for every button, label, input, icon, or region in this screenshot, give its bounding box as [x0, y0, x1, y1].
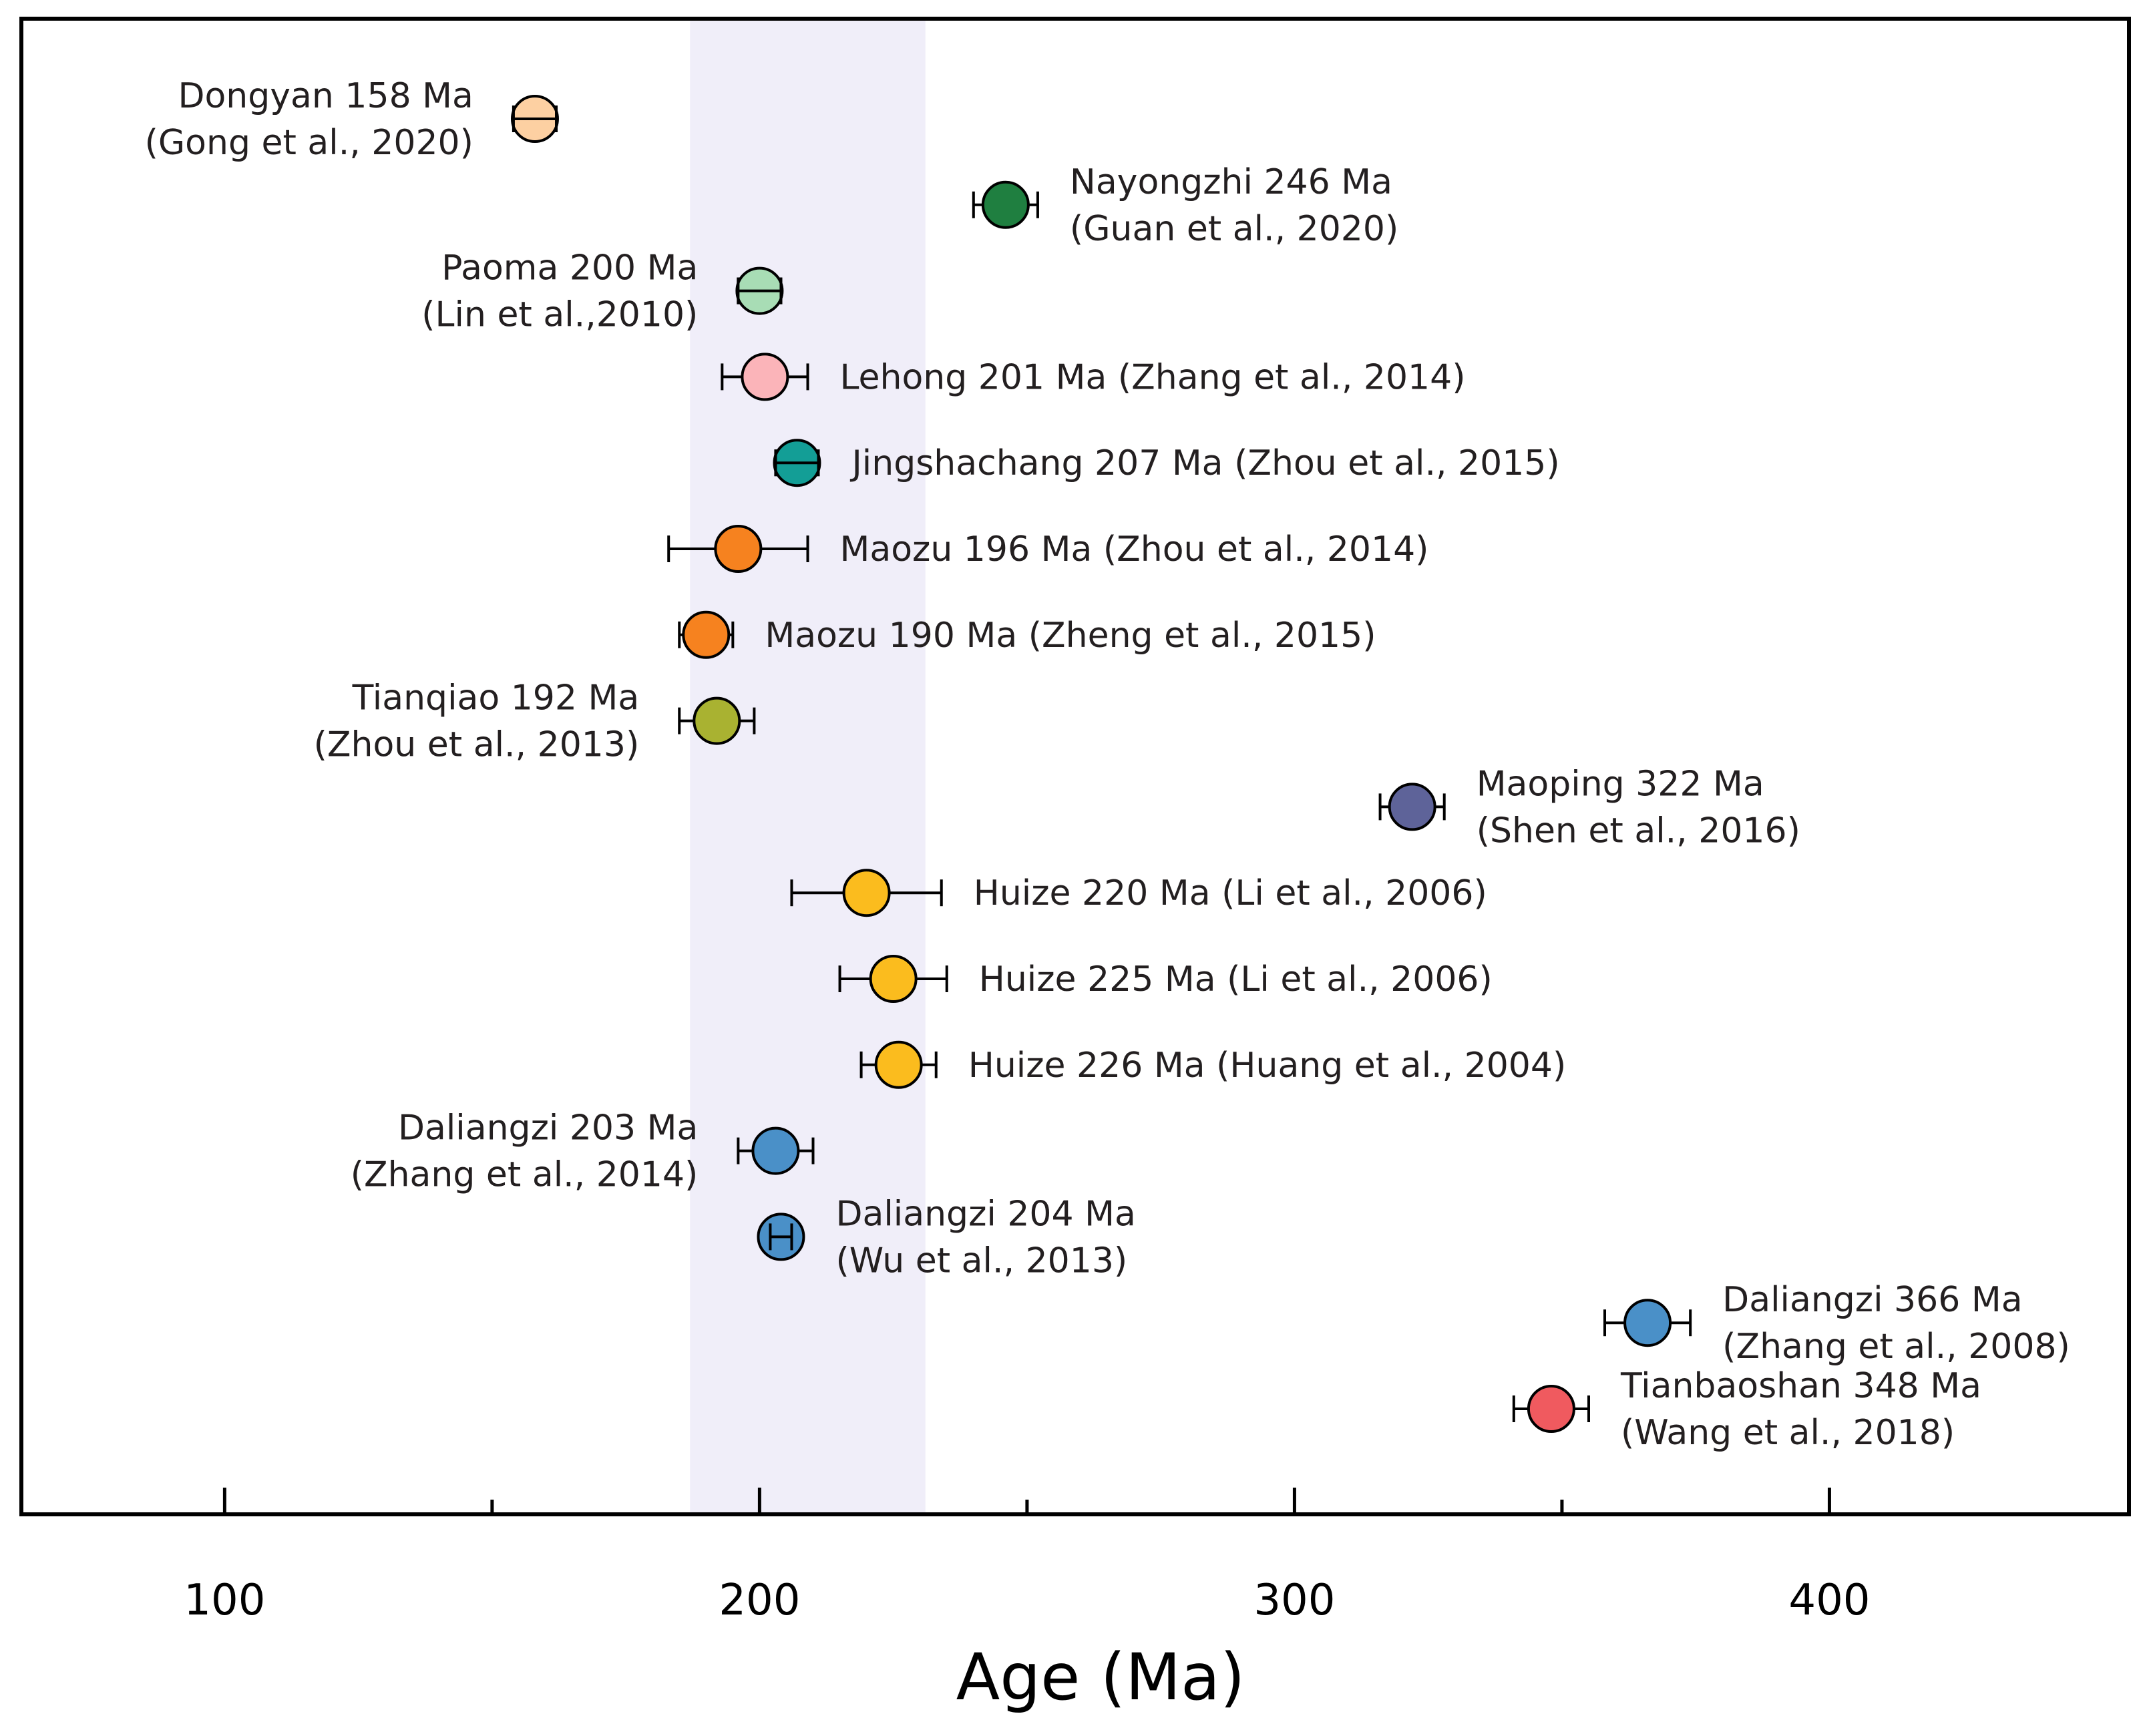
point-label: Tianbaoshan 348 Ma [1620, 1366, 1981, 1406]
point-marker [869, 955, 918, 1003]
point-citation: (Wang et al., 2018) [1621, 1413, 1955, 1453]
point-marker [1388, 783, 1436, 831]
point-label: Huize 220 Ma (Li et al., 2006) [974, 873, 1487, 913]
point-marker [1623, 1299, 1672, 1347]
point-label: Daliangzi 203 Ma [398, 1108, 698, 1148]
point-label: Huize 225 Ma (Li et al., 2006) [979, 959, 1493, 1000]
highlight-band [690, 19, 926, 1514]
point-label: Nayongzhi 246 Ma [1070, 162, 1392, 202]
x-tick-label: 100 [184, 1576, 265, 1625]
point-label: Huize 226 Ma (Huang et al., 2004) [968, 1046, 1567, 1086]
point-label: Daliangzi 366 Ma [1722, 1280, 2022, 1320]
point-daliangzi-366: Daliangzi 366 Ma (Zhang et al., 2008) [1603, 1280, 2070, 1367]
point-citation: (Guan et al., 2020) [1070, 209, 1398, 249]
plot-frame [19, 17, 2131, 1516]
x-tick-label: 200 [719, 1576, 800, 1625]
data-points: Dongyan 158 Ma (Gong et al., 2020) Nayongz… [145, 76, 2070, 1453]
x-tick-label: 300 [1253, 1576, 1335, 1625]
point-marker [751, 1126, 800, 1175]
point-huize-225: Huize 225 Ma (Li et al., 2006) [838, 955, 1493, 1003]
point-marker [682, 610, 731, 659]
point-citation: (Zhang et al., 2008) [1722, 1327, 2070, 1367]
point-label: Maozu 196 Ma (Zhou et al., 2014) [839, 529, 1428, 570]
point-label: Maoping 322 Ma [1477, 764, 1764, 804]
x-axis-title: Age (Ma) [956, 1640, 1245, 1715]
point-label: Daliangzi 204 Ma [835, 1194, 1135, 1234]
x-axis: 100 200 300 400 [184, 1488, 1871, 1625]
point-daliangzi-204: Daliangzi 204 Ma (Wu et al., 2013) [757, 1194, 1136, 1281]
point-label: Dongyan 158 Ma [178, 76, 473, 116]
point-marker [693, 696, 741, 745]
point-huize-226: Huize 226 Ma (Huang et al., 2004) [859, 1040, 1567, 1089]
point-maoping-322: Maoping 322 Ma (Shen et al., 2016) [1378, 764, 1800, 851]
point-marker [741, 353, 789, 401]
point-label: Jingshachang 207 Ma (Zhou et al., 2015) [849, 443, 1559, 483]
point-citation: (Zhou et al., 2013) [314, 725, 640, 765]
point-huize-220: Huize 220 Ma (Li et al., 2006) [790, 869, 1487, 917]
point-tianbaoshan-348: Tianbaoshan 348 Ma (Wang et al., 2018) [1512, 1366, 1981, 1453]
point-nayongzhi-246: Nayongzhi 246 Ma (Guan et al., 2020) [972, 162, 1398, 249]
point-daliangzi-203: Daliangzi 203 Ma (Zhang et al., 2014) [351, 1108, 815, 1195]
point-marker [981, 180, 1030, 229]
point-jingshachang-207: Jingshachang 207 Ma (Zhou et al., 2015) [773, 439, 1560, 487]
point-dongyan-158: Dongyan 158 Ma (Gong et al., 2020) [145, 76, 559, 163]
point-tianqiao-192: Tianqiao 192 Ma (Zhou et al., 2013) [314, 678, 756, 765]
point-lehong-201: Lehong 201 Ma (Zhang et al., 2014) [721, 353, 1466, 401]
point-maozu-196: Maozu 196 Ma (Zhou et al., 2014) [667, 525, 1428, 573]
point-citation: (Wu et al., 2013) [835, 1241, 1127, 1281]
point-marker [842, 869, 891, 917]
point-label: Paoma 200 Ma [441, 248, 698, 288]
point-label: Lehong 201 Ma (Zhang et al., 2014) [839, 357, 1465, 397]
point-label: Maozu 190 Ma (Zheng et al., 2015) [765, 616, 1376, 656]
point-label: Tianqiao 192 Ma [352, 678, 640, 718]
point-marker [1527, 1385, 1575, 1433]
point-marker [714, 525, 763, 573]
point-citation: (Shen et al., 2016) [1477, 811, 1800, 851]
x-tick-label: 400 [1788, 1576, 1870, 1625]
point-citation: (Lin et al.,2010) [421, 295, 698, 335]
point-marker [874, 1040, 923, 1089]
point-paoma-200: Paoma 200 Ma (Lin et al.,2010) [421, 248, 784, 335]
point-citation: (Gong et al., 2020) [145, 123, 473, 163]
point-maozu-190: Maozu 190 Ma (Zheng et al., 2015) [678, 610, 1376, 659]
point-citation: (Zhang et al., 2014) [351, 1155, 699, 1195]
